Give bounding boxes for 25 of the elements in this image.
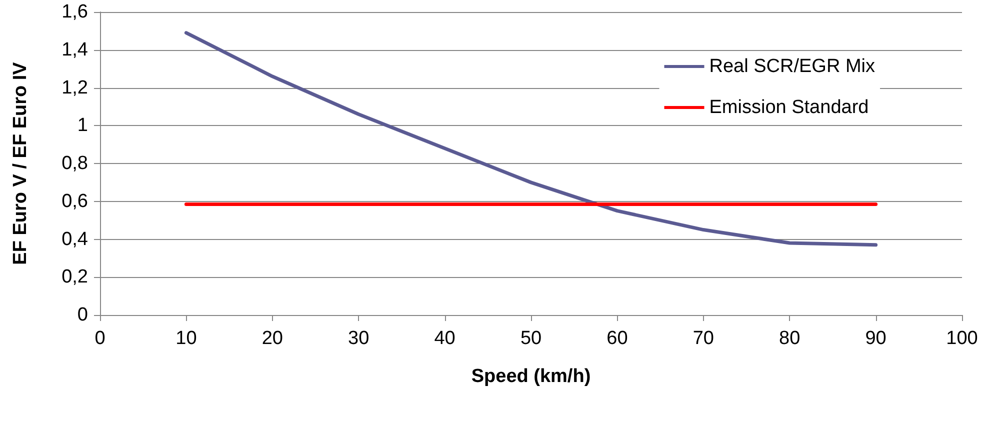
- x-tick-label: 50: [520, 328, 542, 349]
- x-axis-title: Speed (km/h): [471, 366, 591, 387]
- y-tick-label: 1,4: [62, 39, 88, 60]
- legend-label: Emission Standard: [709, 97, 869, 118]
- x-tick-label: 90: [865, 328, 886, 349]
- y-tick-label: 0,8: [62, 153, 88, 174]
- y-tick-label: 1,2: [62, 77, 88, 98]
- x-tick-label: 100: [946, 328, 978, 349]
- legend-label: Real SCR/EGR Mix: [709, 56, 876, 77]
- y-tick-label: 0: [77, 304, 88, 326]
- x-tick-label: 80: [779, 328, 800, 349]
- x-tick-label: 20: [262, 328, 283, 349]
- y-tick-label: 0,4: [62, 228, 88, 250]
- y-tick-label: 0,6: [62, 190, 88, 212]
- x-tick-label: 40: [434, 328, 456, 349]
- x-tick-label: 30: [348, 328, 370, 349]
- x-tick-label: 60: [606, 328, 628, 349]
- x-tick-label: 10: [176, 328, 197, 349]
- y-tick-label: 0,2: [62, 266, 88, 288]
- y-tick-label: 1,6: [62, 2, 88, 22]
- x-tick-label: 0: [94, 328, 106, 349]
- y-tick-label: 1: [77, 115, 88, 136]
- x-tick-label: 70: [692, 328, 714, 349]
- line-series: [184, 31, 878, 247]
- y-axis-title: EF Euro V / EF Euro IV: [10, 62, 31, 265]
